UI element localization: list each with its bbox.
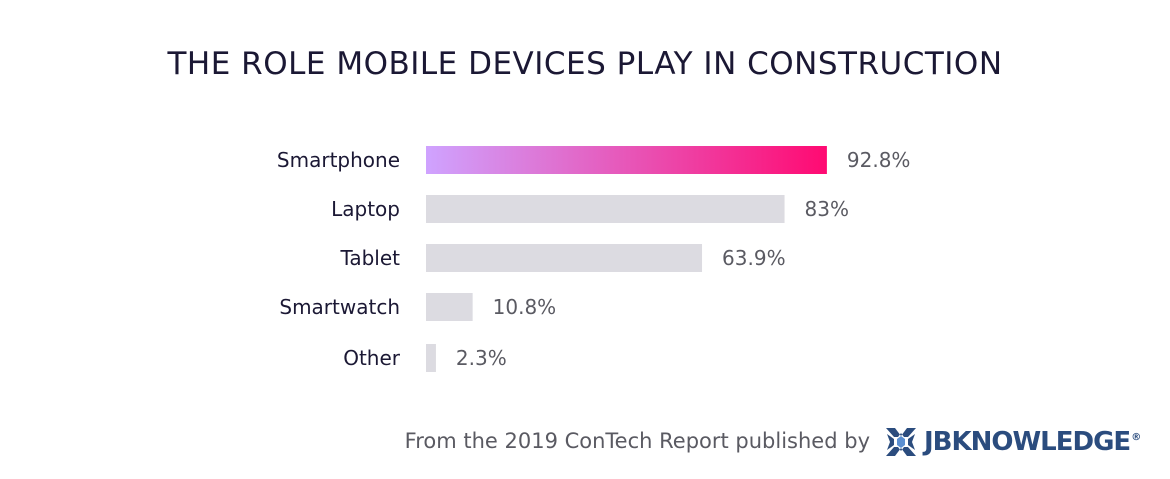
bar-other bbox=[426, 344, 436, 372]
bars-group: Smartphone 92.8% Laptop 83% Tablet 63.9% Smart… bbox=[277, 146, 911, 372]
category-label: Tablet bbox=[339, 246, 400, 270]
chart-title: THE ROLE MOBILE DEVICES PLAY IN CONSTRUC… bbox=[167, 46, 1003, 82]
bar-smartphone bbox=[426, 146, 827, 174]
category-label: Smartphone bbox=[277, 148, 400, 172]
bar-smartwatch bbox=[426, 293, 473, 321]
jbknowledge-logo-icon bbox=[886, 428, 916, 456]
bar-laptop bbox=[426, 195, 785, 223]
value-label: 2.3% bbox=[456, 346, 507, 370]
jbknowledge-logo: JBKNOWLEDGE® bbox=[884, 424, 1141, 460]
bar-tablet bbox=[426, 244, 703, 272]
category-label: Laptop bbox=[331, 197, 400, 221]
value-label: 10.8% bbox=[493, 295, 557, 319]
footer: From the 2019 ConTech Report published b… bbox=[0, 420, 1170, 464]
source-text: From the 2019 ConTech Report published b… bbox=[404, 429, 870, 453]
value-label: 92.8% bbox=[847, 148, 911, 172]
registered-mark: ® bbox=[1131, 432, 1142, 444]
logo-text: JBKNOWLEDGE® bbox=[924, 427, 1141, 457]
value-label: 63.9% bbox=[722, 246, 786, 270]
category-label: Smartwatch bbox=[279, 295, 400, 319]
value-label: 83% bbox=[805, 197, 849, 221]
logo-wordmark: JBKNOWLEDGE bbox=[924, 427, 1131, 457]
category-label: Other bbox=[343, 346, 401, 370]
